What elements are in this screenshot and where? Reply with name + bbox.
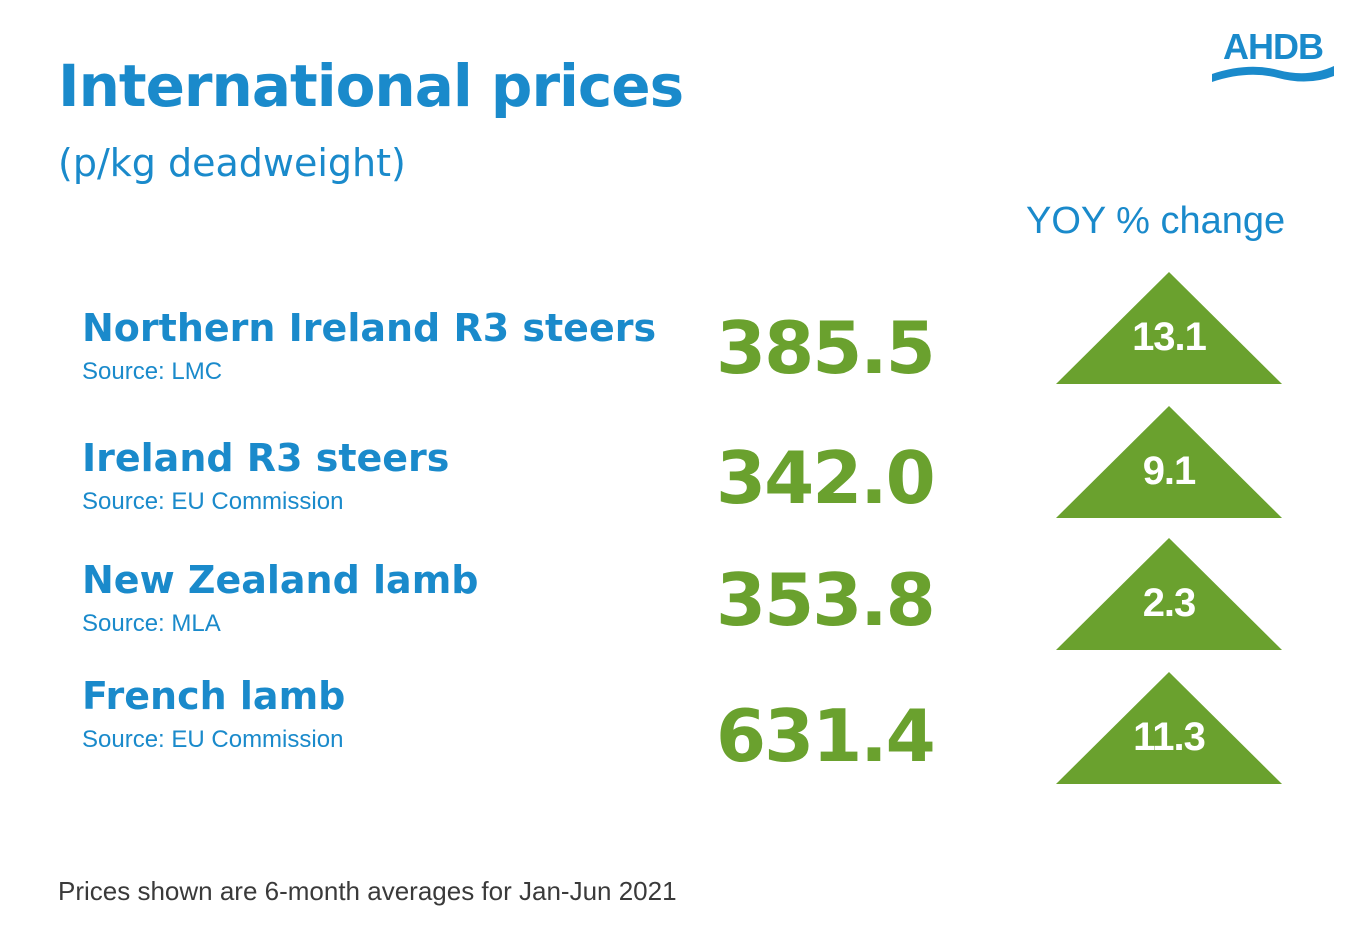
page-subtitle: (p/kg deadweight) [58, 141, 406, 185]
row-name: Ireland R3 steers [82, 436, 450, 480]
price-row: French lamb Source: EU Commission 631.4 … [0, 672, 1370, 794]
up-triangle-icon [1056, 672, 1282, 784]
row-price: 385.5 [716, 306, 936, 390]
price-row: New Zealand lamb Source: MLA 353.8 2.3 [0, 538, 1370, 678]
yoy-value: 2.3 [1142, 581, 1197, 625]
page-title: International prices [58, 52, 684, 120]
up-triangle-icon [1056, 406, 1282, 518]
yoy-value: 13.1 [1132, 315, 1207, 359]
row-source: Source: MLA [82, 610, 221, 637]
price-row: Northern Ireland R3 steers Source: LMC 3… [0, 272, 1370, 426]
yoy-indicator: 13.1 [1054, 270, 1284, 386]
logo-wave-icon [1212, 66, 1334, 82]
up-triangle-icon [1056, 538, 1282, 650]
footnote: Prices shown are 6-month averages for Ja… [58, 876, 677, 906]
yoy-value: 9.1 [1142, 449, 1197, 493]
up-triangle-icon [1056, 272, 1282, 384]
row-source: Source: EU Commission [82, 488, 344, 515]
yoy-indicator: 2.3 [1054, 536, 1284, 652]
yoy-indicator: 11.3 [1054, 670, 1284, 786]
row-price: 353.8 [716, 558, 936, 642]
yoy-column-header: YOY % change [1026, 200, 1286, 242]
row-source: Source: EU Commission [82, 726, 344, 753]
row-name: New Zealand lamb [82, 558, 479, 602]
row-name: Northern Ireland R3 steers [82, 306, 657, 350]
row-price: 342.0 [716, 436, 936, 520]
logo-text: AHDB [1223, 26, 1324, 67]
row-source: Source: LMC [82, 358, 223, 385]
yoy-value: 11.3 [1133, 715, 1206, 759]
yoy-indicator: 9.1 [1054, 404, 1284, 520]
price-row: Ireland R3 steers Source: EU Commission … [0, 406, 1370, 556]
row-price: 631.4 [716, 694, 936, 778]
row-name: French lamb [82, 674, 346, 718]
ahdb-logo: AHDB [1208, 26, 1338, 90]
